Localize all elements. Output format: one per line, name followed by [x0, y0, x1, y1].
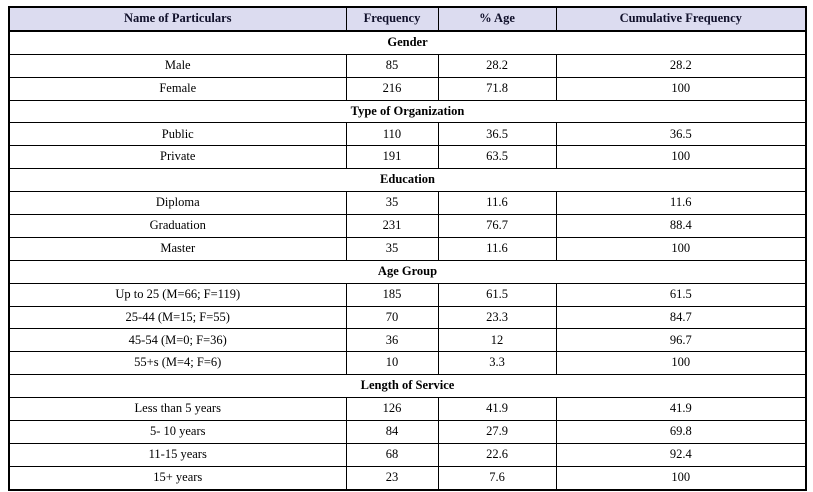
col-header-particulars: Name of Particulars	[8, 6, 347, 32]
pct-age-cell: 28.2	[437, 53, 557, 78]
col-header-cumulative-frequency: Cumulative Frequency	[555, 6, 807, 32]
cumulative-frequency-cell: 41.9	[555, 397, 807, 422]
table-row: Public 110 36.5 36.5	[8, 122, 807, 147]
section-row: Length of Service	[8, 374, 807, 399]
particular-cell: 5- 10 years	[8, 420, 347, 444]
pct-age-cell: 41.9	[437, 397, 557, 422]
table-row: 55+s (M=4; F=6) 10 3.3 100	[8, 351, 807, 376]
table-row: 11-15 years 68 22.6 92.4	[8, 442, 807, 467]
pct-age-cell: 23.3	[437, 305, 557, 330]
particular-cell: 45-54 (M=0; F=36)	[8, 328, 347, 353]
pct-age-cell: 11.6	[437, 191, 557, 216]
frequency-cell: 216	[345, 76, 439, 101]
cumulative-frequency-cell: 100	[555, 145, 807, 170]
cumulative-frequency-cell: 92.4	[555, 442, 807, 467]
pct-age-cell: 76.7	[437, 214, 557, 238]
table-row: Private 191 63.5 100	[8, 145, 807, 170]
table-row: Up to 25 (M=66; F=119) 185 61.5 61.5	[8, 282, 807, 307]
frequency-cell: 68	[345, 442, 439, 467]
cumulative-frequency-cell: 96.7	[555, 328, 807, 353]
table-row: Male 85 28.2 28.2	[8, 53, 807, 78]
table-row: 5- 10 years 84 27.9 69.8	[8, 420, 807, 444]
section-title: Education	[8, 168, 807, 193]
particular-cell: Diploma	[8, 191, 347, 216]
pct-age-cell: 7.6	[437, 465, 557, 491]
particular-cell: Graduation	[8, 214, 347, 238]
particular-cell: 25-44 (M=15; F=55)	[8, 305, 347, 330]
cumulative-frequency-cell: 100	[555, 236, 807, 261]
cumulative-frequency-cell: 84.7	[555, 305, 807, 330]
frequency-cell: 231	[345, 214, 439, 238]
cumulative-frequency-cell: 61.5	[555, 282, 807, 307]
frequency-table: Name of Particulars Frequency % Age Cumu…	[8, 6, 807, 491]
cumulative-frequency-cell: 100	[555, 351, 807, 376]
frequency-cell: 70	[345, 305, 439, 330]
pct-age-cell: 61.5	[437, 282, 557, 307]
cumulative-frequency-cell: 36.5	[555, 122, 807, 147]
pct-age-cell: 36.5	[437, 122, 557, 147]
section-title: Type of Organization	[8, 99, 807, 124]
table-row: Female 216 71.8 100	[8, 76, 807, 101]
frequency-cell: 10	[345, 351, 439, 376]
frequency-cell: 35	[345, 191, 439, 216]
col-header-pct-age: % Age	[437, 6, 557, 32]
pct-age-cell: 11.6	[437, 236, 557, 261]
particular-cell: Master	[8, 236, 347, 261]
pct-age-cell: 71.8	[437, 76, 557, 101]
table-body: Gender Male 85 28.2 28.2 Female 216 71.8 100 Type…	[8, 30, 807, 491]
table-row: 25-44 (M=15; F=55) 70 23.3 84.7	[8, 305, 807, 330]
section-row: Type of Organization	[8, 99, 807, 124]
particular-cell: Up to 25 (M=66; F=119)	[8, 282, 347, 307]
cumulative-frequency-cell: 11.6	[555, 191, 807, 216]
table-row: 15+ years 23 7.6 100	[8, 465, 807, 491]
cumulative-frequency-cell: 69.8	[555, 420, 807, 444]
pct-age-cell: 22.6	[437, 442, 557, 467]
frequency-cell: 191	[345, 145, 439, 170]
pct-age-cell: 3.3	[437, 351, 557, 376]
cumulative-frequency-cell: 100	[555, 76, 807, 101]
table-row: Graduation 231 76.7 88.4	[8, 214, 807, 238]
particular-cell: Less than 5 years	[8, 397, 347, 422]
table-row: 45-54 (M=0; F=36) 36 12 96.7	[8, 328, 807, 353]
cumulative-frequency-cell: 100	[555, 465, 807, 491]
section-row: Age Group	[8, 259, 807, 284]
particular-cell: Male	[8, 53, 347, 78]
frequency-cell: 126	[345, 397, 439, 422]
pct-age-cell: 12	[437, 328, 557, 353]
table-row: Diploma 35 11.6 11.6	[8, 191, 807, 216]
frequency-cell: 36	[345, 328, 439, 353]
section-row: Education	[8, 168, 807, 193]
frequency-cell: 23	[345, 465, 439, 491]
frequency-cell: 35	[345, 236, 439, 261]
section-title: Length of Service	[8, 374, 807, 399]
frequency-cell: 185	[345, 282, 439, 307]
section-title: Gender	[8, 30, 807, 55]
particular-cell: 11-15 years	[8, 442, 347, 467]
particular-cell: Public	[8, 122, 347, 147]
frequency-cell: 85	[345, 53, 439, 78]
pct-age-cell: 27.9	[437, 420, 557, 444]
particular-cell: Female	[8, 76, 347, 101]
table-row: Less than 5 years 126 41.9 41.9	[8, 397, 807, 422]
section-title: Age Group	[8, 259, 807, 284]
frequency-cell: 84	[345, 420, 439, 444]
pct-age-cell: 63.5	[437, 145, 557, 170]
cumulative-frequency-cell: 28.2	[555, 53, 807, 78]
table-row: Master 35 11.6 100	[8, 236, 807, 261]
particular-cell: 55+s (M=4; F=6)	[8, 351, 347, 376]
cumulative-frequency-cell: 88.4	[555, 214, 807, 238]
frequency-cell: 110	[345, 122, 439, 147]
particular-cell: Private	[8, 145, 347, 170]
col-header-frequency: Frequency	[345, 6, 439, 32]
particular-cell: 15+ years	[8, 465, 347, 491]
header-row: Name of Particulars Frequency % Age Cumu…	[8, 6, 807, 32]
section-row: Gender	[8, 30, 807, 55]
